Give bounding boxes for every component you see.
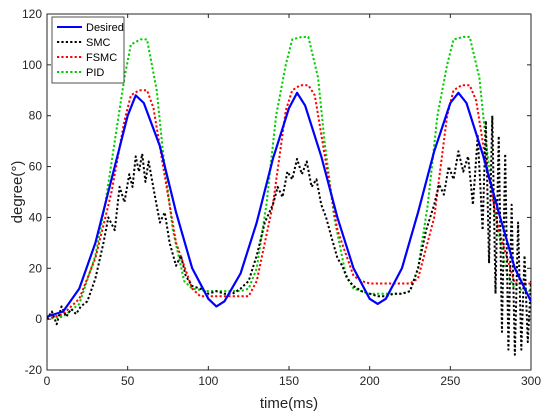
legend-label-pid: PID	[86, 67, 104, 79]
y-tick-label: 100	[22, 58, 42, 72]
legend-label-smc: SMC	[86, 37, 111, 49]
x-tick-label: 150	[279, 374, 299, 388]
x-tick-label: 200	[360, 374, 380, 388]
plot-area	[46, 13, 532, 371]
legend-label-desired: Desired	[86, 22, 124, 34]
x-tick-label: 0	[44, 374, 51, 388]
y-axis-title: degree(°)	[9, 161, 26, 224]
x-tick-label: 250	[440, 374, 460, 388]
y-tick-label: 0	[35, 312, 42, 326]
series-line-smc	[47, 114, 531, 356]
legend-label-fsmc: FSMC	[86, 52, 117, 64]
series-line-fsmc	[47, 84, 531, 321]
y-tick-label: 60	[29, 160, 43, 174]
y-tick-label: 20	[29, 261, 43, 275]
legend: Desired SMC FSMC PID	[51, 16, 125, 84]
x-tick-label: 300	[521, 374, 541, 388]
series-line-pid	[47, 35, 531, 321]
y-tick-label: 80	[29, 109, 43, 123]
x-tick-label: 100	[198, 374, 218, 388]
series-line-desired	[47, 91, 531, 318]
y-tick-label: 120	[22, 7, 42, 21]
x-axis-title: time(ms)	[260, 395, 318, 412]
y-tick-label: 40	[29, 210, 43, 224]
x-tick-label: 50	[121, 374, 135, 388]
y-tick-label: -20	[25, 363, 43, 377]
